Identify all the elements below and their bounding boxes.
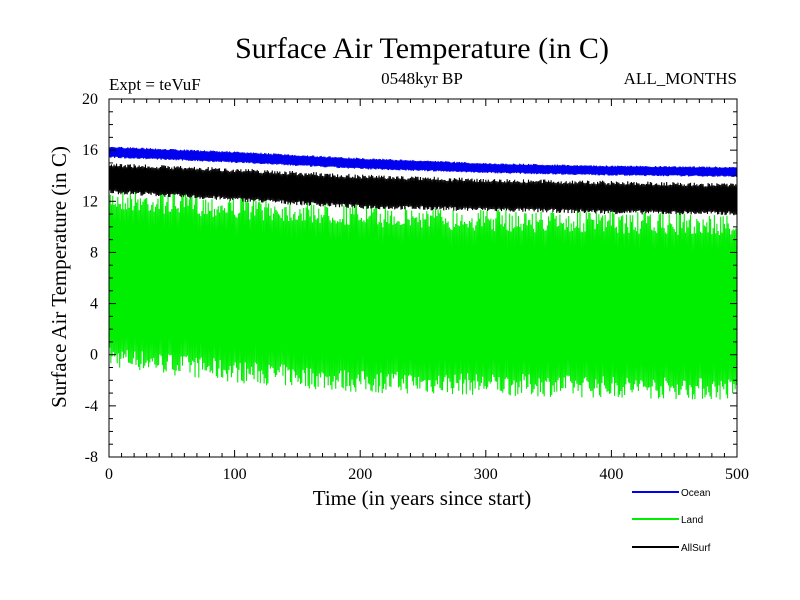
series-line-ocean	[108, 146, 738, 177]
x-tick-label: 300	[474, 466, 498, 483]
x-tick-label: 100	[223, 466, 247, 483]
y-tick-label: 16	[82, 142, 98, 159]
y-tick-label: -8	[85, 449, 98, 466]
axes: 0 100 200 300 400 500 -8 -4 0 4 8 12 16 20	[82, 91, 749, 483]
y-tick-label: 8	[90, 244, 98, 261]
x-tick-label: 0	[105, 466, 113, 483]
x-axis-label: Time (in years since start)	[313, 486, 532, 510]
x-tick-label: 500	[725, 466, 749, 483]
y-tick-label: 20	[82, 91, 98, 108]
legend-label-ocean: Ocean	[681, 488, 710, 499]
chart-title: Surface Air Temperature (in C)	[235, 32, 609, 65]
legend: Ocean Land AllSurf	[632, 488, 711, 554]
x-tick-label: 200	[348, 466, 372, 483]
y-tick-label: 4	[90, 296, 98, 313]
period-label: 0548kyr BP	[381, 69, 463, 88]
y-axis-label: Surface Air Temperature (in C)	[47, 146, 71, 408]
months-label: ALL_MONTHS	[624, 69, 737, 88]
legend-label-allsurf: AllSurf	[681, 543, 711, 554]
series-line-allsurf	[108, 163, 738, 216]
series-line-land	[108, 188, 738, 400]
experiment-label: Expt = teVuF	[109, 75, 201, 94]
y-tick-label: 12	[82, 193, 98, 210]
legend-label-land: Land	[681, 515, 703, 526]
y-tick-label: -4	[85, 398, 98, 415]
x-tick-label: 400	[599, 466, 623, 483]
plot-area	[108, 146, 738, 400]
y-tick-label: 0	[90, 347, 98, 364]
